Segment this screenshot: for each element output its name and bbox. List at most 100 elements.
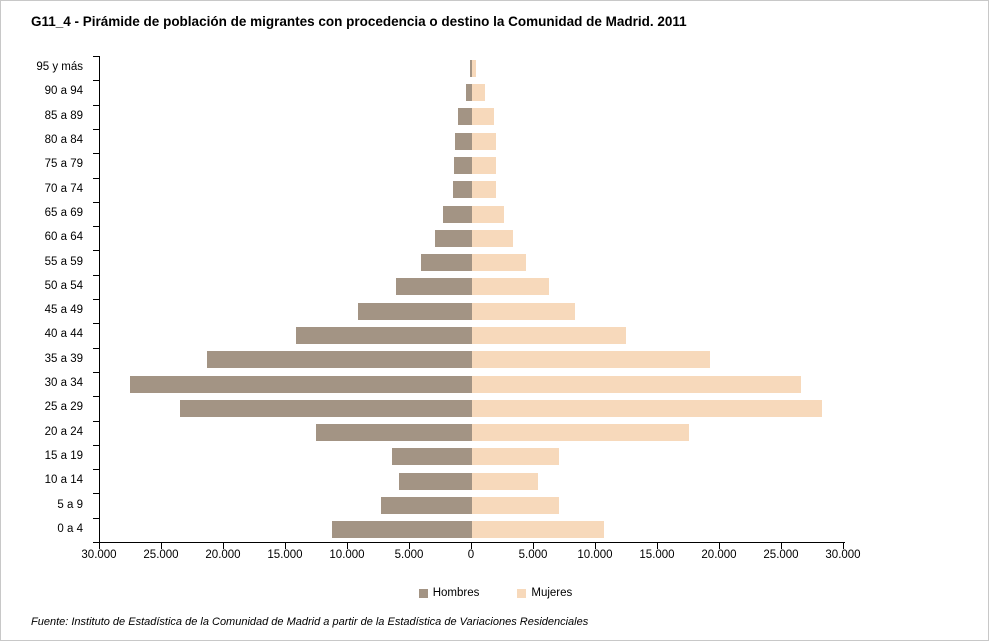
bar-hombres-55-a-59 (421, 254, 472, 272)
bar-hombres-90-a-94 (466, 84, 472, 101)
bar-hombres-50-a-54 (395, 278, 472, 296)
y-axis-tick (93, 274, 99, 276)
age-group-label: 55 a 59 (44, 255, 83, 268)
bar-mujeres-55-a-59 (472, 254, 526, 272)
y-axis-tick (93, 420, 99, 422)
y-axis-tick (93, 128, 99, 130)
x-axis-tick (781, 543, 782, 549)
x-axis-tick-label: 20.000 (701, 549, 737, 561)
x-axis-tick-label: 5.000 (518, 549, 548, 561)
x-axis-tick (161, 543, 162, 549)
x-axis-tick-label: 0 (467, 549, 475, 561)
bar-hombres-0-a-4 (331, 521, 472, 539)
bar-hombres-95-y-más (469, 59, 472, 77)
bar-hombres-25-a-29 (180, 399, 472, 417)
y-axis-tick (93, 396, 99, 398)
x-axis-tick-label: 30.000 (81, 549, 117, 561)
y-axis-tick (93, 226, 99, 228)
age-group-label: 25 a 29 (44, 401, 83, 414)
bar-mujeres-80-a-84 (472, 132, 497, 150)
bar-mujeres-30-a-34 (472, 375, 801, 393)
age-group-label: 30 a 34 (44, 377, 83, 390)
bar-mujeres-35-a-39 (472, 351, 710, 369)
x-axis-line (99, 542, 845, 543)
bar-hombres-60-a-64 (435, 229, 472, 247)
chart-title: G11_4 - Pirámide de población de migrant… (31, 14, 687, 29)
bar-mujeres-50-a-54 (472, 278, 549, 296)
y-axis-tick (93, 493, 99, 495)
bar-mujeres-75-a-79 (472, 156, 497, 174)
y-axis-tick (93, 347, 99, 349)
x-axis-tick-label: 5.000 (394, 549, 424, 561)
bar-hombres-45-a-49 (357, 302, 472, 320)
x-axis-tick (99, 543, 100, 549)
bar-hombres-10-a-14 (399, 472, 472, 490)
y-axis-tick (93, 104, 99, 106)
bar-hombres-70-a-74 (452, 181, 472, 199)
age-group-label: 65 a 69 (44, 206, 83, 219)
bar-hombres-40-a-44 (295, 326, 472, 344)
x-axis-tick (285, 543, 286, 549)
age-group-label: 35 a 39 (44, 352, 83, 365)
y-axis-tick (93, 177, 99, 179)
bar-mujeres-0-a-4 (472, 521, 604, 539)
age-group-label: 40 a 44 (44, 328, 83, 341)
bar-hombres-5-a-9 (381, 497, 472, 515)
y-axis-tick (93, 371, 99, 373)
bar-hombres-30-a-34 (130, 375, 472, 393)
plot-area (93, 56, 845, 549)
age-group-label: 5 a 9 (57, 498, 83, 511)
y-axis-tick (93, 80, 99, 82)
x-axis-tick (657, 543, 658, 549)
x-axis-tick-label: 20.000 (205, 549, 241, 561)
age-group-label: 95 y más (36, 61, 83, 74)
bar-hombres-65-a-69 (442, 205, 472, 223)
age-group-label: 90 a 94 (44, 85, 83, 98)
x-axis-tick (471, 543, 472, 549)
x-axis-tick (223, 543, 224, 549)
y-axis-tick (93, 299, 99, 300)
x-axis-tick (533, 543, 534, 549)
x-axis-tick-label: 15.000 (639, 549, 675, 561)
y-axis-tick (93, 153, 99, 155)
legend-label: Hombres (432, 587, 480, 599)
legend-item-hombres: Hombres (418, 587, 480, 599)
x-axis-tick (595, 543, 596, 549)
age-group-label: 50 a 54 (44, 279, 83, 292)
x-axis-tick-label: 10.000 (329, 549, 365, 561)
age-group-label: 10 a 14 (44, 474, 83, 487)
y-axis-tick (93, 517, 99, 519)
age-group-label: 20 a 24 (44, 425, 83, 438)
legend-swatch-icon (517, 588, 527, 598)
age-group-label: 70 a 74 (44, 182, 83, 195)
bar-mujeres-85-a-89 (472, 108, 495, 126)
x-axis-tick-label: 10.000 (577, 549, 613, 561)
x-axis-tick (843, 543, 844, 549)
age-group-label: 75 a 79 (44, 158, 83, 171)
y-axis-tick (93, 444, 99, 446)
x-axis-tick-label: 15.000 (267, 549, 303, 561)
x-axis-tick (347, 543, 348, 549)
y-axis-tick (93, 201, 99, 203)
bar-mujeres-45-a-49 (472, 302, 575, 320)
x-axis-tick (409, 543, 410, 549)
source-note: Fuente: Instituto de Estadística de la C… (31, 616, 589, 628)
bar-mujeres-70-a-74 (472, 181, 496, 199)
y-axis-tick (93, 469, 99, 471)
x-axis-tick-label: 25.000 (143, 549, 179, 561)
bar-mujeres-95-y-más (472, 59, 477, 77)
age-group-label: 45 a 49 (44, 304, 83, 317)
bar-hombres-75-a-79 (453, 156, 472, 174)
chart-legend: Hombres Mujeres (1, 587, 988, 599)
x-axis-tick-label: 25.000 (763, 549, 799, 561)
bar-mujeres-15-a-19 (472, 448, 559, 466)
bar-mujeres-65-a-69 (472, 205, 504, 223)
bar-mujeres-25-a-29 (472, 399, 822, 417)
age-group-label: 15 a 19 (44, 449, 83, 462)
x-axis-tick-label: 30.000 (825, 549, 861, 561)
bar-mujeres-90-a-94 (472, 84, 486, 101)
bar-mujeres-5-a-9 (472, 497, 559, 515)
y-axis-line (99, 56, 100, 542)
bar-hombres-35-a-39 (207, 351, 472, 369)
